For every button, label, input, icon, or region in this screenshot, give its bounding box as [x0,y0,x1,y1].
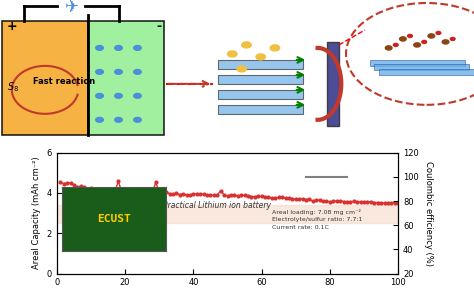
Circle shape [408,35,412,37]
Circle shape [442,40,449,44]
Circle shape [422,40,427,43]
FancyBboxPatch shape [2,21,88,135]
Circle shape [115,69,122,74]
Circle shape [96,69,103,74]
Text: Fast reaction: Fast reaction [33,77,95,86]
FancyBboxPatch shape [370,60,465,66]
Text: $S_8$: $S_8$ [7,80,19,94]
Y-axis label: Areal Capacity (mAh cm⁻²): Areal Capacity (mAh cm⁻²) [32,157,41,270]
Circle shape [115,118,122,122]
Text: Practical Lithium ion battery: Practical Lithium ion battery [163,201,271,210]
Text: Areal loading: 7.08 mg cm⁻²
Electrolyte/sulfur ratio: 7.7:1
Current rate: 0.1C: Areal loading: 7.08 mg cm⁻² Electrolyte/… [272,209,362,230]
Circle shape [436,31,441,35]
FancyBboxPatch shape [88,21,164,135]
FancyBboxPatch shape [374,65,469,70]
Circle shape [428,34,435,38]
Circle shape [400,37,406,41]
Text: +: + [7,20,18,33]
FancyBboxPatch shape [218,75,303,84]
Y-axis label: Coulombic efficiency (%): Coulombic efficiency (%) [424,161,433,266]
FancyBboxPatch shape [218,90,303,99]
Circle shape [393,43,398,46]
Circle shape [96,46,103,50]
Circle shape [134,118,141,122]
Circle shape [134,93,141,98]
Circle shape [385,46,392,50]
Bar [57,205,398,223]
Circle shape [115,93,122,98]
FancyBboxPatch shape [218,105,303,114]
Circle shape [237,66,246,72]
Circle shape [228,51,237,57]
FancyBboxPatch shape [379,69,474,75]
Circle shape [115,46,122,50]
FancyBboxPatch shape [218,60,303,69]
Circle shape [450,37,455,40]
Circle shape [134,46,141,50]
Circle shape [242,42,251,48]
Circle shape [256,54,265,60]
Circle shape [414,43,420,47]
Text: ✈: ✈ [64,0,78,16]
Circle shape [270,45,280,51]
Circle shape [96,118,103,122]
Text: ECUST: ECUST [97,214,131,224]
Circle shape [134,69,141,74]
Text: -: - [156,20,162,33]
Circle shape [96,93,103,98]
FancyBboxPatch shape [327,42,339,126]
